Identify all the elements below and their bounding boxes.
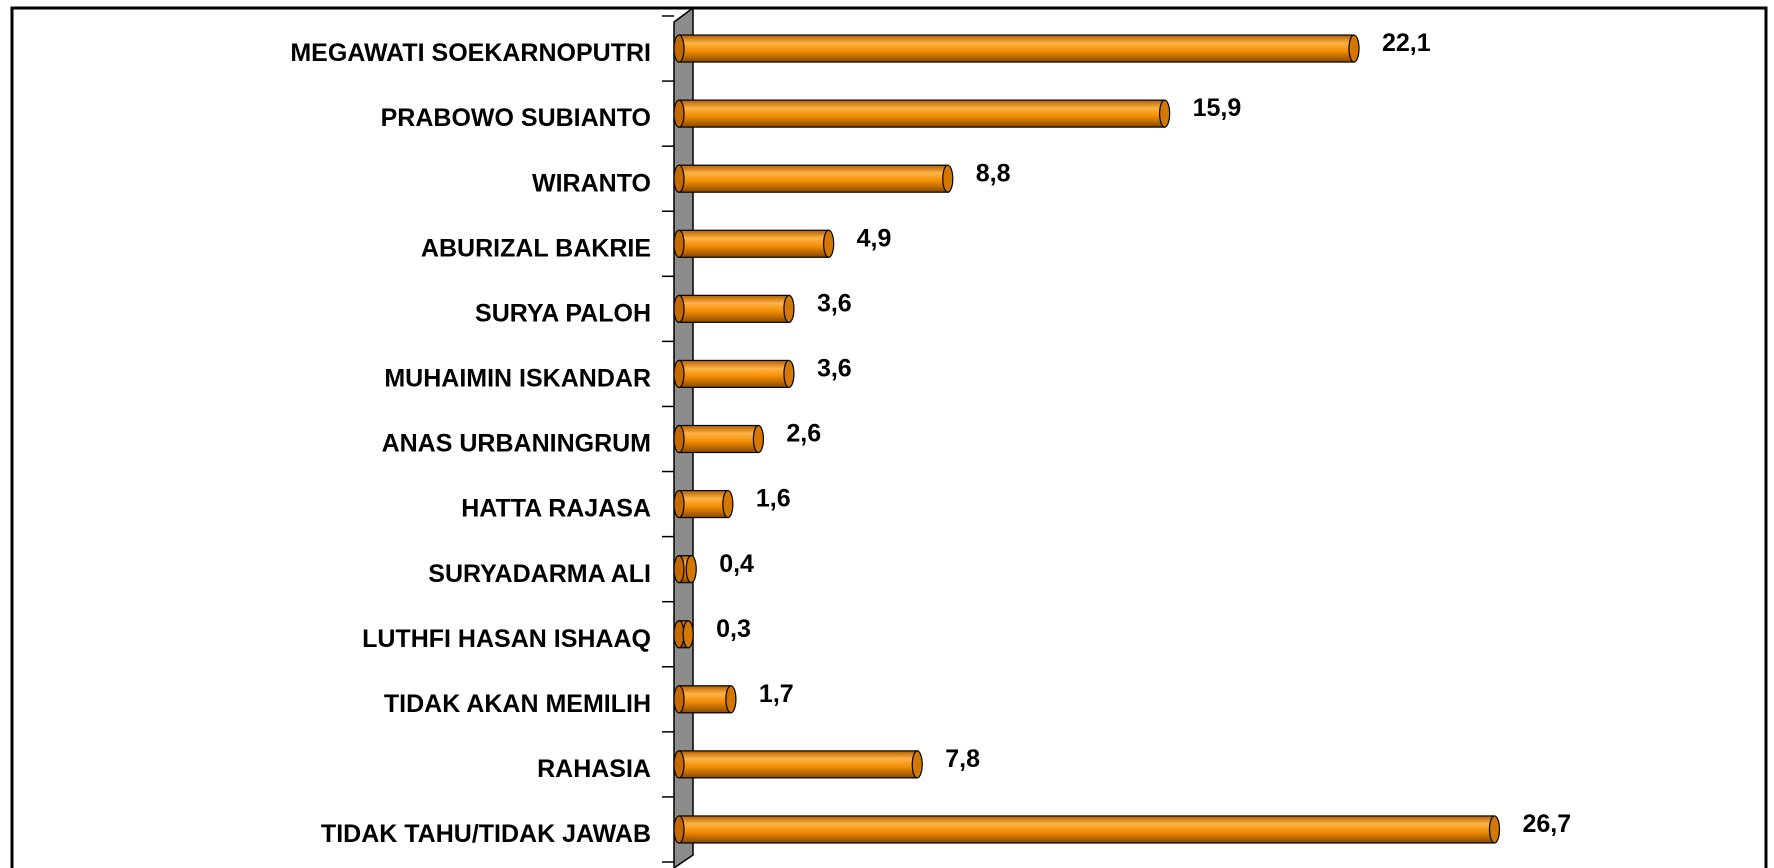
bar-base [673, 294, 685, 323]
bar [678, 685, 732, 714]
bar-base [673, 685, 685, 714]
bar [678, 815, 1496, 844]
bar [678, 229, 830, 258]
y-tick-label: ANAS URBANINGRUM [382, 430, 651, 458]
bar-cap [783, 359, 795, 389]
bar-cap [1348, 34, 1360, 63]
bar-base [673, 489, 685, 519]
value-label: 1,7 [759, 680, 794, 708]
bar-base [673, 229, 685, 258]
y-tick-label: HATTA RAJASA [461, 495, 651, 523]
bar-base [673, 555, 685, 584]
bar-base [673, 99, 685, 128]
value-label: 1,6 [756, 485, 791, 513]
value-label: 2,6 [786, 420, 821, 448]
bar-cap [725, 685, 737, 714]
bar [678, 294, 790, 323]
value-label: 22,1 [1382, 29, 1431, 57]
bar-base [673, 750, 685, 779]
y-tick-label: WIRANTO [532, 169, 651, 197]
chart-frame [10, 6, 1768, 868]
y-tick-label: ABURIZAL BAKRIE [421, 234, 651, 262]
bar-base [673, 34, 685, 63]
bar-base [673, 424, 685, 454]
bar-cap [685, 555, 697, 584]
bar [678, 99, 1166, 128]
bar-cap [911, 750, 923, 779]
bar-cap [942, 164, 954, 193]
bar-base [673, 815, 685, 844]
bar-cap [752, 424, 765, 454]
value-label: 3,6 [817, 355, 852, 383]
bar-cap [1159, 99, 1171, 128]
y-tick-label: TIDAK TAHU/TIDAK JAWAB [321, 820, 651, 848]
bar-cap [1488, 815, 1501, 844]
bar-cap [722, 489, 734, 519]
y-tick-label: TIDAK AKAN MEMILIH [384, 690, 651, 718]
bar-base [673, 164, 685, 193]
bar [678, 164, 949, 193]
bar [678, 489, 729, 519]
y-tick-label: LUTHFI HASAN ISHAAQ [362, 625, 651, 653]
y-tick-label: SURYA PALOH [475, 299, 651, 327]
value-label: 3,6 [817, 289, 852, 317]
bar [678, 34, 1355, 63]
bar-cap [682, 620, 694, 649]
bar-base [673, 359, 685, 389]
value-label: 26,7 [1522, 810, 1571, 838]
bar [678, 359, 790, 389]
value-label: 15,9 [1193, 94, 1242, 122]
bar [678, 424, 760, 454]
value-label: 0,3 [716, 615, 751, 643]
y-tick-label: SURYADARMA ALI [428, 560, 651, 588]
y-tick-label: MEGAWATI SOEKARNOPUTRI [290, 39, 651, 67]
value-label: 7,8 [945, 745, 980, 773]
bar-base [673, 620, 685, 649]
bar [678, 750, 918, 779]
value-label: 4,9 [857, 224, 892, 252]
value-label: 8,8 [976, 159, 1011, 187]
bar-cap [823, 229, 835, 258]
bar-cap [783, 294, 795, 323]
y-tick-label: PRABOWO SUBIANTO [381, 104, 651, 132]
y-tick-label: RAHASIA [537, 755, 651, 783]
y-tick-label: MUHAIMIN ISKANDAR [384, 365, 651, 393]
value-label: 0,4 [719, 550, 754, 578]
